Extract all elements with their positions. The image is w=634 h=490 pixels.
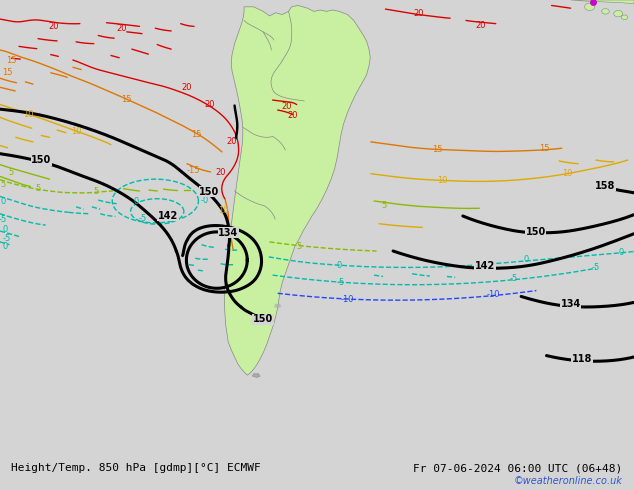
Text: 20: 20 [204,100,214,109]
Text: 150: 150 [31,155,51,165]
Text: 15: 15 [3,68,13,77]
Text: 150: 150 [253,314,273,324]
Text: 10: 10 [23,110,34,119]
Text: 142: 142 [475,261,495,271]
Text: 0: 0 [337,261,342,270]
Text: 10: 10 [71,127,81,136]
Text: 5: 5 [1,180,6,189]
Text: 15: 15 [6,55,16,65]
Text: -15: -15 [186,166,200,175]
Text: 20: 20 [216,168,226,177]
Text: 20: 20 [476,22,486,30]
Text: 0: 0 [3,242,8,251]
Polygon shape [571,0,634,3]
Text: 20: 20 [288,111,298,121]
Text: -5: -5 [337,278,346,287]
Text: 10: 10 [562,169,573,178]
Text: -5: -5 [2,234,11,243]
Text: -10: -10 [340,294,354,304]
Text: 0: 0 [3,225,8,234]
Text: 20: 20 [182,83,192,92]
Text: 5: 5 [9,168,14,177]
Circle shape [621,15,628,20]
Polygon shape [274,304,281,308]
Circle shape [602,9,609,14]
Text: 20: 20 [48,22,58,31]
Text: 5: 5 [297,242,302,251]
Text: -5: -5 [138,214,147,223]
Text: 118: 118 [572,354,592,364]
Text: 150: 150 [526,227,546,237]
Circle shape [614,10,623,17]
Text: -0: -0 [200,196,209,205]
Text: 142: 142 [158,211,178,221]
Text: -5: -5 [509,274,518,283]
Text: 20: 20 [117,24,127,33]
Text: Fr 07-06-2024 06:00 UTC (06+48): Fr 07-06-2024 06:00 UTC (06+48) [413,463,623,473]
Text: 0: 0 [524,255,529,264]
Text: 20: 20 [281,102,292,111]
Text: Height/Temp. 850 hPa [gdmp][°C] ECMWF: Height/Temp. 850 hPa [gdmp][°C] ECMWF [11,463,261,473]
Text: 15: 15 [191,130,202,139]
Text: 0: 0 [134,197,139,206]
Text: -5: -5 [0,215,8,223]
Text: 0: 0 [619,248,624,257]
Text: 134: 134 [218,228,238,238]
Text: -10: -10 [486,290,500,299]
Polygon shape [252,374,260,377]
Text: 150: 150 [199,187,219,197]
Circle shape [585,3,595,10]
Text: 5: 5 [36,184,41,193]
Text: 10: 10 [218,206,228,216]
Text: -5: -5 [592,263,600,272]
Text: 15: 15 [539,144,549,153]
Text: 15: 15 [122,95,132,103]
Text: 5: 5 [94,187,99,196]
Text: 158: 158 [595,180,616,191]
Text: 20: 20 [227,137,237,147]
Text: 5: 5 [381,201,386,210]
Text: 20: 20 [413,9,424,18]
Text: 0: 0 [1,197,6,206]
Text: 134: 134 [560,299,581,309]
Polygon shape [224,5,370,375]
Text: 10: 10 [437,175,448,185]
Text: 15: 15 [432,145,443,154]
Text: ©weatheronline.co.uk: ©weatheronline.co.uk [514,476,623,487]
